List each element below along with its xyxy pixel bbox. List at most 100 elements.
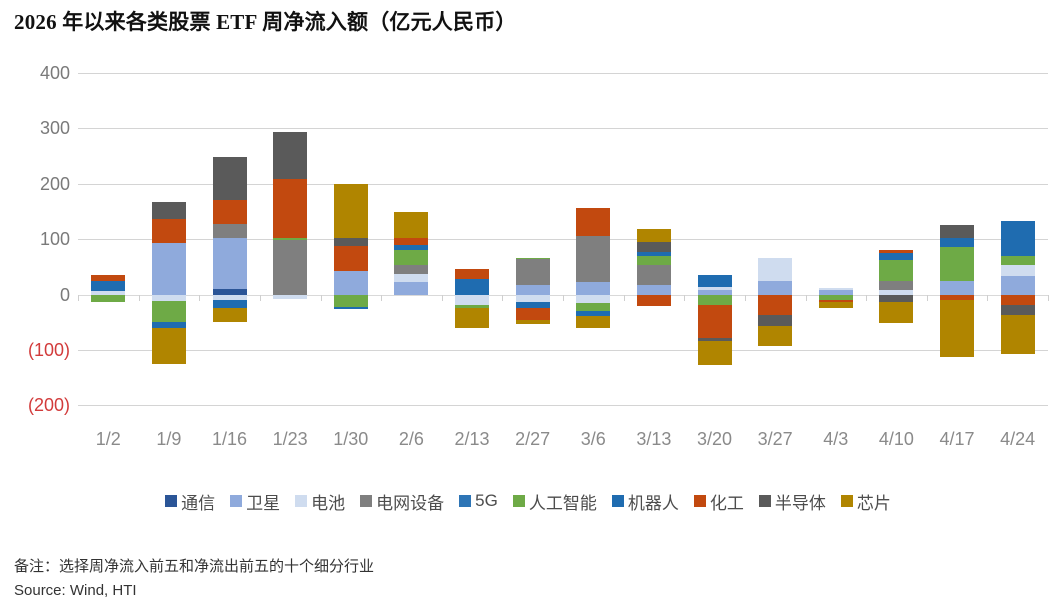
bar-column[interactable] <box>866 62 927 422</box>
bar-segment[interactable] <box>818 302 853 308</box>
bar-segment[interactable] <box>940 238 975 247</box>
bar-segment[interactable] <box>1000 255 1035 265</box>
bar-stack[interactable] <box>333 183 368 309</box>
bar-segment[interactable] <box>455 304 490 308</box>
bar-segment[interactable] <box>394 273 429 282</box>
bar-segment[interactable] <box>212 300 247 308</box>
bar-column[interactable] <box>321 62 382 422</box>
bar-segment[interactable] <box>940 246 975 281</box>
bar-segment[interactable] <box>515 284 550 295</box>
bar-segment[interactable] <box>212 237 247 290</box>
bar-segment[interactable] <box>151 219 186 243</box>
bar-segment[interactable] <box>940 294 975 300</box>
bar-segment[interactable] <box>576 302 611 311</box>
bar-segment[interactable] <box>212 200 247 224</box>
bar-segment[interactable] <box>636 228 671 242</box>
bar-segment[interactable] <box>212 294 247 301</box>
bar-segment[interactable] <box>212 223 247 238</box>
bar-segment[interactable] <box>636 241 671 252</box>
bar-column[interactable] <box>927 62 988 422</box>
bar-stack[interactable] <box>576 207 611 329</box>
bar-segment[interactable] <box>333 183 368 239</box>
bar-segment[interactable] <box>333 294 368 307</box>
bar-column[interactable] <box>624 62 685 422</box>
legend-item[interactable]: 电池 <box>295 489 345 514</box>
bar-stack[interactable] <box>879 250 914 323</box>
bar-segment[interactable] <box>758 326 793 347</box>
bar-segment[interactable] <box>1000 275 1035 295</box>
bar-segment[interactable] <box>91 294 126 303</box>
bar-segment[interactable] <box>455 268 490 280</box>
bar-segment[interactable] <box>818 290 853 295</box>
bar-segment[interactable] <box>879 280 914 291</box>
bar-segment[interactable] <box>333 306 368 309</box>
bar-segment[interactable] <box>91 280 126 292</box>
bar-stack[interactable] <box>394 211 429 295</box>
bar-segment[interactable] <box>940 225 975 239</box>
bar-column[interactable] <box>806 62 867 422</box>
bar-stack[interactable] <box>940 225 975 357</box>
bar-segment[interactable] <box>576 282 611 295</box>
bar-segment[interactable] <box>697 294 732 305</box>
bar-segment[interactable] <box>818 299 853 303</box>
bar-column[interactable] <box>381 62 442 422</box>
bar-segment[interactable] <box>636 265 671 285</box>
bar-column[interactable] <box>684 62 745 422</box>
bar-segment[interactable] <box>758 314 793 327</box>
bar-segment[interactable] <box>273 294 308 299</box>
bar-segment[interactable] <box>515 294 550 302</box>
bar-column[interactable] <box>745 62 806 422</box>
bar-segment[interactable] <box>879 301 914 323</box>
bar-column[interactable] <box>139 62 200 422</box>
bar-segment[interactable] <box>940 280 975 295</box>
bar-segment[interactable] <box>758 280 793 295</box>
bar-segment[interactable] <box>1000 220 1035 256</box>
bar-segment[interactable] <box>697 304 732 339</box>
bar-segment[interactable] <box>91 291 126 295</box>
bar-segment[interactable] <box>394 238 429 246</box>
bar-segment[interactable] <box>758 258 793 281</box>
bar-segment[interactable] <box>879 253 914 260</box>
bar-stack[interactable] <box>758 258 793 347</box>
bar-stack[interactable] <box>1000 220 1035 354</box>
bar-segment[interactable] <box>818 287 853 291</box>
bar-column[interactable] <box>502 62 563 422</box>
bar-segment[interactable] <box>576 316 611 329</box>
bar-segment[interactable] <box>515 301 550 308</box>
bar-segment[interactable] <box>879 259 914 281</box>
bar-segment[interactable] <box>697 289 732 295</box>
bar-segment[interactable] <box>515 307 550 321</box>
bar-column[interactable] <box>78 62 139 422</box>
bar-segment[interactable] <box>1000 294 1035 306</box>
bar-segment[interactable] <box>636 256 671 266</box>
bar-segment[interactable] <box>455 279 490 295</box>
bar-segment[interactable] <box>576 207 611 236</box>
bar-segment[interactable] <box>818 294 853 300</box>
bar-segment[interactable] <box>576 235 611 283</box>
bar-segment[interactable] <box>151 294 186 302</box>
bar-column[interactable] <box>260 62 321 422</box>
bar-segment[interactable] <box>515 259 550 285</box>
bar-segment[interactable] <box>636 251 671 257</box>
bar-stack[interactable] <box>636 228 671 306</box>
bar-stack[interactable] <box>151 201 186 365</box>
bar-segment[interactable] <box>333 246 368 272</box>
bar-segment[interactable] <box>212 307 247 322</box>
bar-stack[interactable] <box>697 275 732 366</box>
bar-stack[interactable] <box>515 257 550 325</box>
legend-item[interactable]: 卫星 <box>230 489 280 514</box>
bar-segment[interactable] <box>212 157 247 201</box>
bar-segment[interactable] <box>333 271 368 295</box>
bar-stack[interactable] <box>212 157 247 322</box>
bar-column[interactable] <box>987 62 1048 422</box>
bar-stack[interactable] <box>818 287 853 308</box>
bar-segment[interactable] <box>1000 305 1035 315</box>
bar-segment[interactable] <box>333 238 368 247</box>
bar-stack[interactable] <box>91 275 126 303</box>
bar-segment[interactable] <box>151 327 186 365</box>
legend-item[interactable]: 5G <box>459 491 498 511</box>
legend-item[interactable]: 半导体 <box>758 489 826 514</box>
bar-segment[interactable] <box>697 338 732 341</box>
bar-segment[interactable] <box>879 250 914 254</box>
legend-item[interactable]: 电网设备 <box>360 489 444 514</box>
